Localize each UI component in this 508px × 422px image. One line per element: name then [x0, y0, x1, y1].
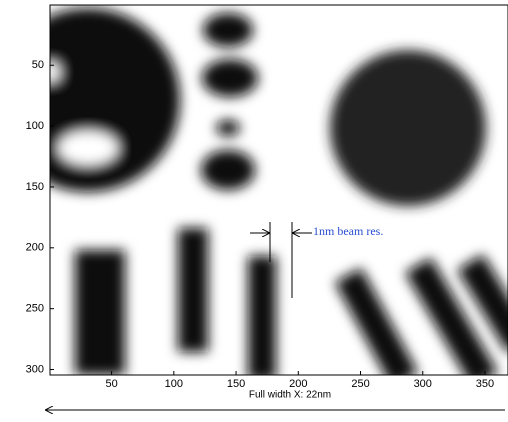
y-tick-label: 200: [26, 242, 44, 254]
x-tick-label: 150: [227, 378, 245, 390]
y-tick-label: 50: [32, 59, 44, 71]
x-tick-label: 100: [165, 378, 183, 390]
y-tick-label: 100: [26, 120, 44, 132]
x-tick-label: 200: [289, 378, 307, 390]
page: {"chart_data": {"type": "image", "xlim":…: [0, 0, 508, 422]
x-tick-label: 350: [476, 378, 494, 390]
y-tick-label: 150: [26, 181, 44, 193]
chart: 1nm beam res. Full width X: 22nm 50 100 15…: [0, 0, 508, 422]
image: [0, 5, 508, 380]
y-tick-label: 300: [26, 363, 44, 375]
y-tick-label: 250: [26, 303, 44, 315]
x-tick-label: 250: [351, 378, 369, 390]
x-axis-label: Full width X: 22nm: [249, 390, 331, 401]
x-tick-label: 300: [414, 378, 432, 390]
x-tick-label: 50: [105, 378, 117, 390]
annotation: 1nm beam res.: [313, 224, 383, 238]
